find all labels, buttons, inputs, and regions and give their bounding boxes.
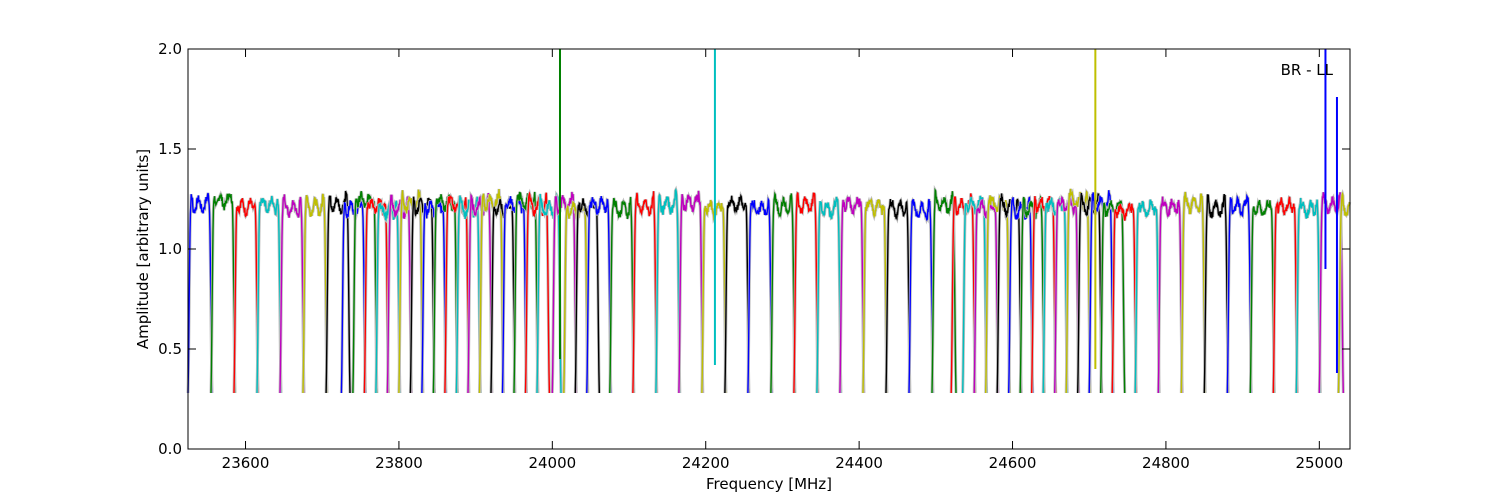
band-series-line [455,195,482,394]
y-tick-label: 1.0 [158,240,182,258]
band-series-line [444,194,470,394]
band-series-line [908,198,934,394]
band-series-line [678,190,704,394]
band-series-line [1226,193,1252,394]
band-series-line [340,200,367,394]
band-series-line [210,192,236,394]
band-series-line [1100,200,1126,394]
x-axis: 23600 23800 24000 24200 24400 24600 24800 25000 [222,49,1343,472]
x-tick-label: 23600 [222,454,270,472]
band-series-line [1008,196,1034,394]
band-series-line [609,196,635,394]
x-tick-label: 24200 [682,454,730,472]
band-series-line [1180,191,1206,394]
band-series-line [885,198,911,394]
band-series-line [1088,190,1114,394]
band-series-line [1077,192,1103,394]
series-layer [186,49,1352,394]
band-series-line [793,192,819,394]
band-series-line [839,196,865,394]
band-series-line [325,190,351,394]
band-series-line [655,187,681,394]
band-series-line [950,193,976,394]
panel-annotation: BR - LL [1281,61,1334,79]
band-series-line [586,196,612,394]
band-series-line [973,199,999,394]
y-axis-label: Amplitude [arbitrary units] [134,149,152,349]
band-series-line [363,198,390,394]
x-tick-label: 24600 [989,454,1037,472]
band-series-line [701,199,727,394]
y-tick-label: 0.5 [158,340,182,358]
band-series-line [1318,192,1344,394]
band-series-line [1054,195,1080,394]
band-series-line [632,191,658,394]
band-series-line [1111,202,1137,394]
band-series-line [524,191,551,394]
band-series-line [1272,196,1298,394]
band-series-line [1249,199,1275,394]
x-axis-label: Frequency [MHz] [706,475,832,493]
band-series-line [747,196,773,394]
band-series-line [862,197,888,394]
band-series-line [478,188,505,394]
x-tick-label: 24400 [835,454,883,472]
y-tick-label: 2.0 [158,40,182,58]
band-series-line [816,196,842,394]
band-series-line [513,191,539,394]
band-series-line [985,194,1011,394]
y-axis: 0.0 0.5 1.0 1.5 2.0 [158,40,1350,458]
band-series-line [551,191,577,394]
band-series-line [770,191,796,394]
band-series-line [398,189,424,394]
band-series-line [1134,199,1160,394]
band-series-line [962,195,988,394]
y-tick-label: 1.5 [158,140,182,158]
band-series-line [1065,188,1091,394]
band-series-line [409,196,436,394]
band-series-line [386,194,413,394]
band-series-line [279,194,305,394]
x-tick-label: 23800 [375,454,423,472]
band-series-line [724,193,750,394]
band-series-line [931,187,957,394]
band-series-line [375,200,401,394]
y-tick-label: 0.0 [158,440,182,458]
band-series-line [187,192,213,394]
band-series-line [1337,191,1351,394]
band-series-line [256,195,282,394]
band-series-line [1157,196,1183,394]
band-series-line [233,197,259,394]
band-series-line [1295,197,1321,394]
band-series-line [421,200,447,394]
x-tick-label: 24000 [528,454,576,472]
x-tick-label: 24800 [1142,454,1190,472]
band-series-line [996,193,1022,394]
x-tick-label: 25000 [1295,454,1343,472]
band-series-line [1203,194,1229,394]
band-series-line [302,193,328,394]
